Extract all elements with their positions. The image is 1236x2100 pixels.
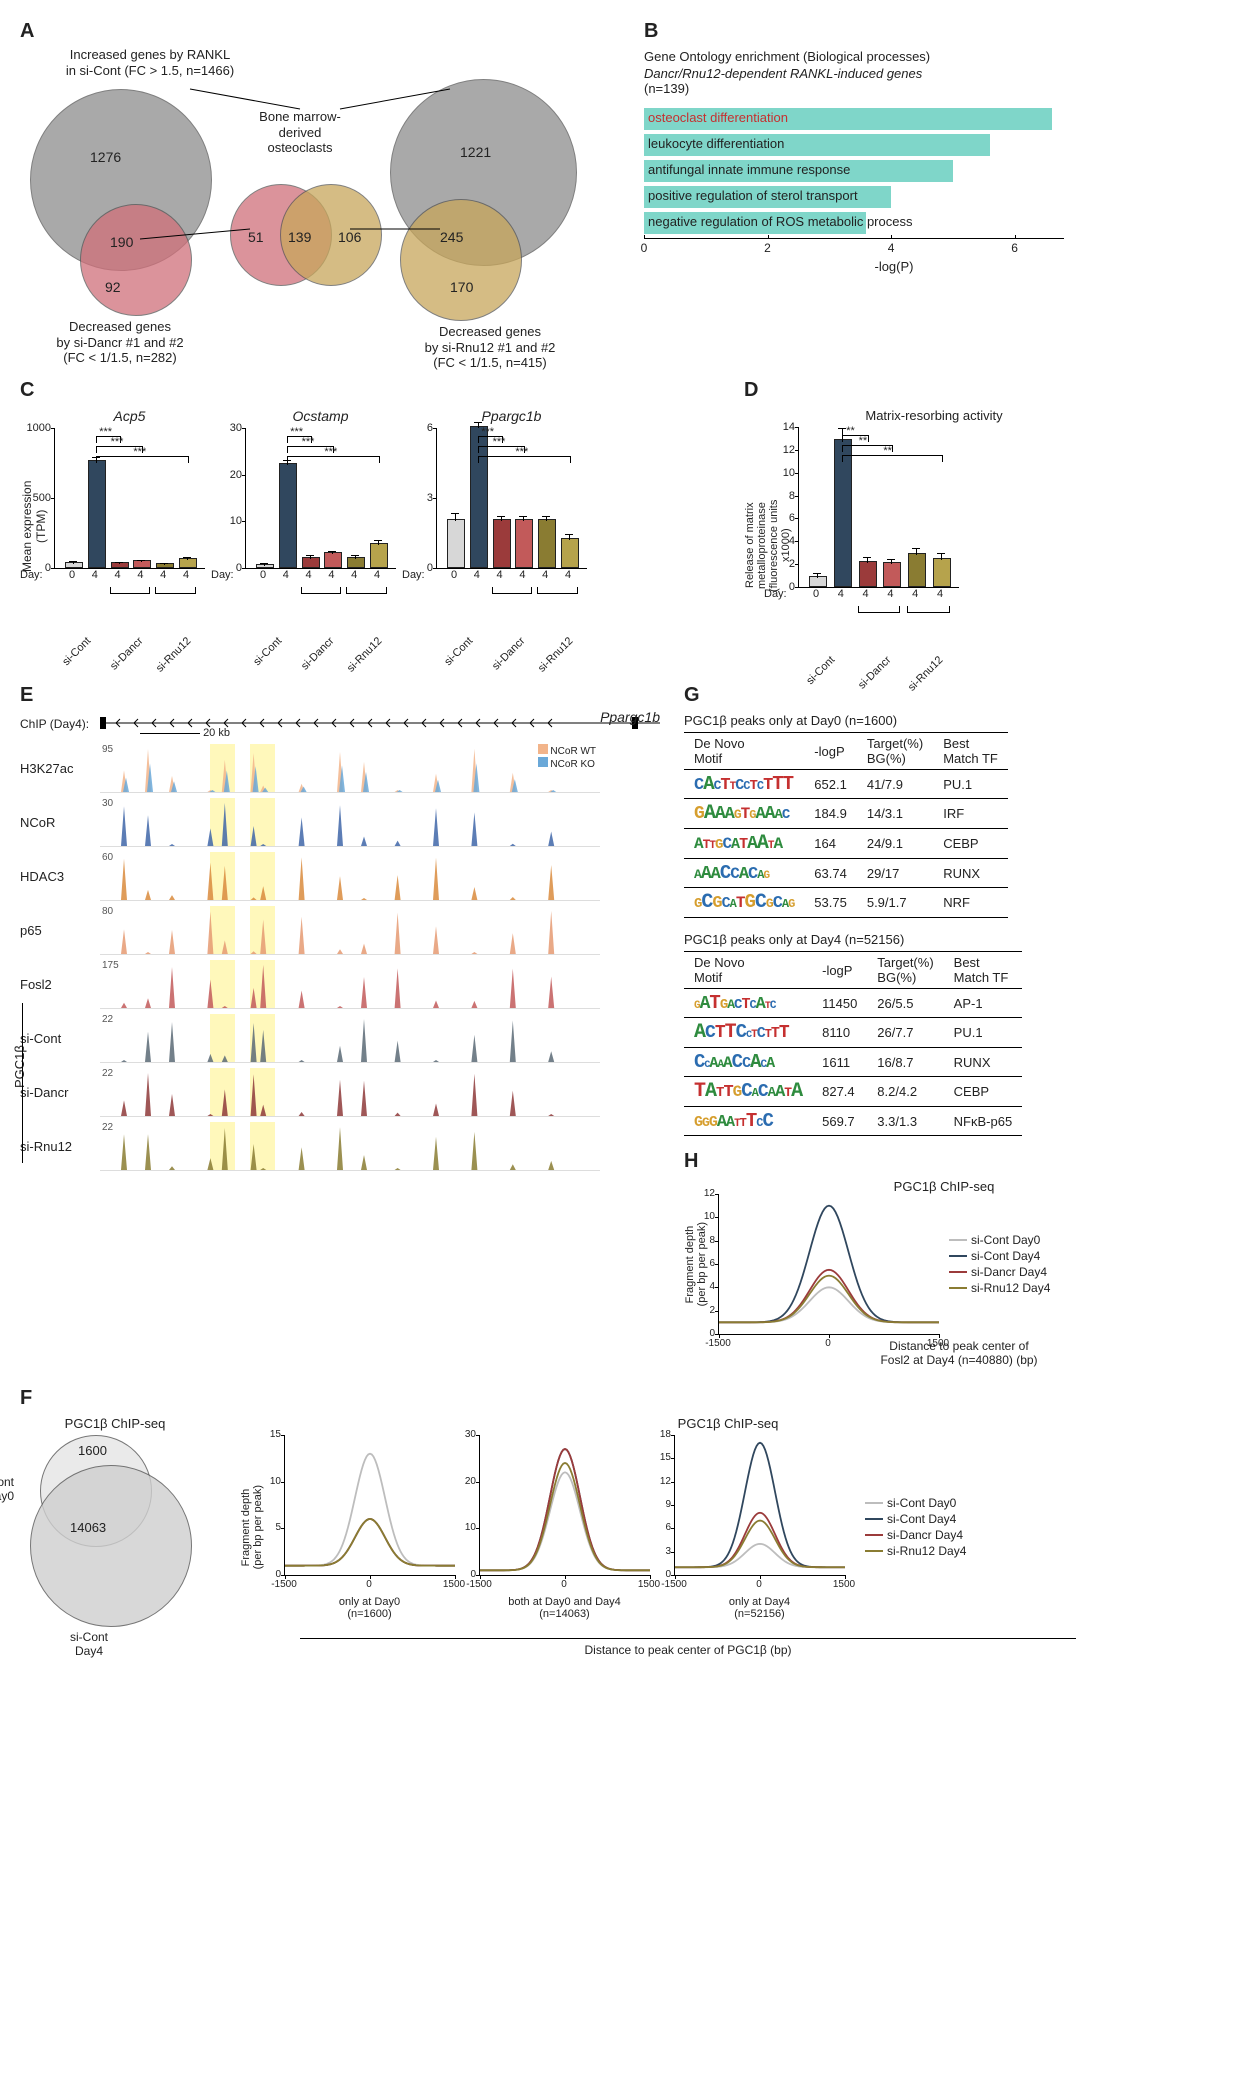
panelF-legend: si-Cont Day0si-Cont Day4si-Dancr Day4si-… bbox=[865, 1496, 966, 1560]
panelF-ylabel: Fragment depth (per bp per peak) bbox=[240, 1485, 264, 1569]
panel-label-d: D bbox=[744, 379, 1124, 402]
scale-label: 20 kb bbox=[203, 727, 230, 739]
panel-label-a: A bbox=[20, 20, 620, 43]
panelH-xlabel: Distance to peak center of Fosl2 at Day4… bbox=[714, 1339, 1204, 1367]
chip-day-label: ChIP (Day4): bbox=[20, 713, 100, 741]
panel-label-h: H bbox=[684, 1150, 1204, 1173]
panelF-xlabel: Distance to peak center of PGC1β (bp) bbox=[300, 1638, 1076, 1657]
panelD-title: Matrix-resorbing activity bbox=[744, 408, 1124, 423]
panelC-ylabel: Mean expression (TPM) bbox=[20, 408, 48, 645]
panelD-chart: 02468101214******044444Day:si-Contsi-Dan… bbox=[798, 427, 959, 664]
chip-tracks: H3K27ac95 NCoR WT NCoR KONCoR30HDAC360p6… bbox=[20, 741, 600, 1173]
panel-label-c: C bbox=[20, 379, 720, 402]
gene-model-header: Ppargc1b 20 kb bbox=[100, 713, 660, 741]
gene-name: Ppargc1b bbox=[600, 709, 660, 725]
panelF-venn-title: PGC1β ChIP-seq bbox=[20, 1416, 210, 1431]
panelH-ylabel: Fragment depth (per bp per peak) bbox=[684, 1222, 708, 1306]
venn-diagram-a: Increased genes by RANKL in si-Cont (FC … bbox=[20, 49, 580, 359]
panelF-charts: 051015-150001500only at Day0 (n=1600)010… bbox=[284, 1435, 845, 1620]
panelH-title: PGC1β ChIP-seq bbox=[684, 1179, 1204, 1194]
go-bars: osteoclast differentiationleukocyte diff… bbox=[644, 108, 1064, 257]
panelH-legend: si-Cont Day0si-Cont Day4si-Dancr Day4si-… bbox=[949, 1233, 1050, 1297]
panel-label-g: G bbox=[684, 684, 1204, 707]
go-title-1: Gene Ontology enrichment (Biological pro… bbox=[644, 49, 1144, 64]
motif-tables: PGC1β peaks only at Day0 (n=1600)De Novo… bbox=[684, 713, 1204, 1136]
go-title-3: (n=139) bbox=[644, 81, 1144, 96]
panel-label-b: B bbox=[644, 20, 1144, 43]
panelD-ylabel: Release of matrix metalloproteinase (flu… bbox=[744, 427, 792, 664]
panel-label-f: F bbox=[20, 1387, 1216, 1410]
go-title-2: Dancr/Rnu12-dependent RANKL-induced gene… bbox=[644, 66, 922, 81]
go-xlabel: -log(P) bbox=[644, 259, 1144, 274]
panelF-venn: 1600 14063 si-Cont Day0 si-Cont Day4 bbox=[20, 1435, 200, 1615]
panel-label-e: E bbox=[20, 684, 660, 707]
panelH-chart: 024681012-150001500 bbox=[718, 1194, 939, 1335]
panelF-chart-title: PGC1β ChIP-seq bbox=[240, 1416, 1216, 1431]
panelC-charts: Acp505001000*********044444Day:si-Contsi… bbox=[54, 408, 597, 645]
